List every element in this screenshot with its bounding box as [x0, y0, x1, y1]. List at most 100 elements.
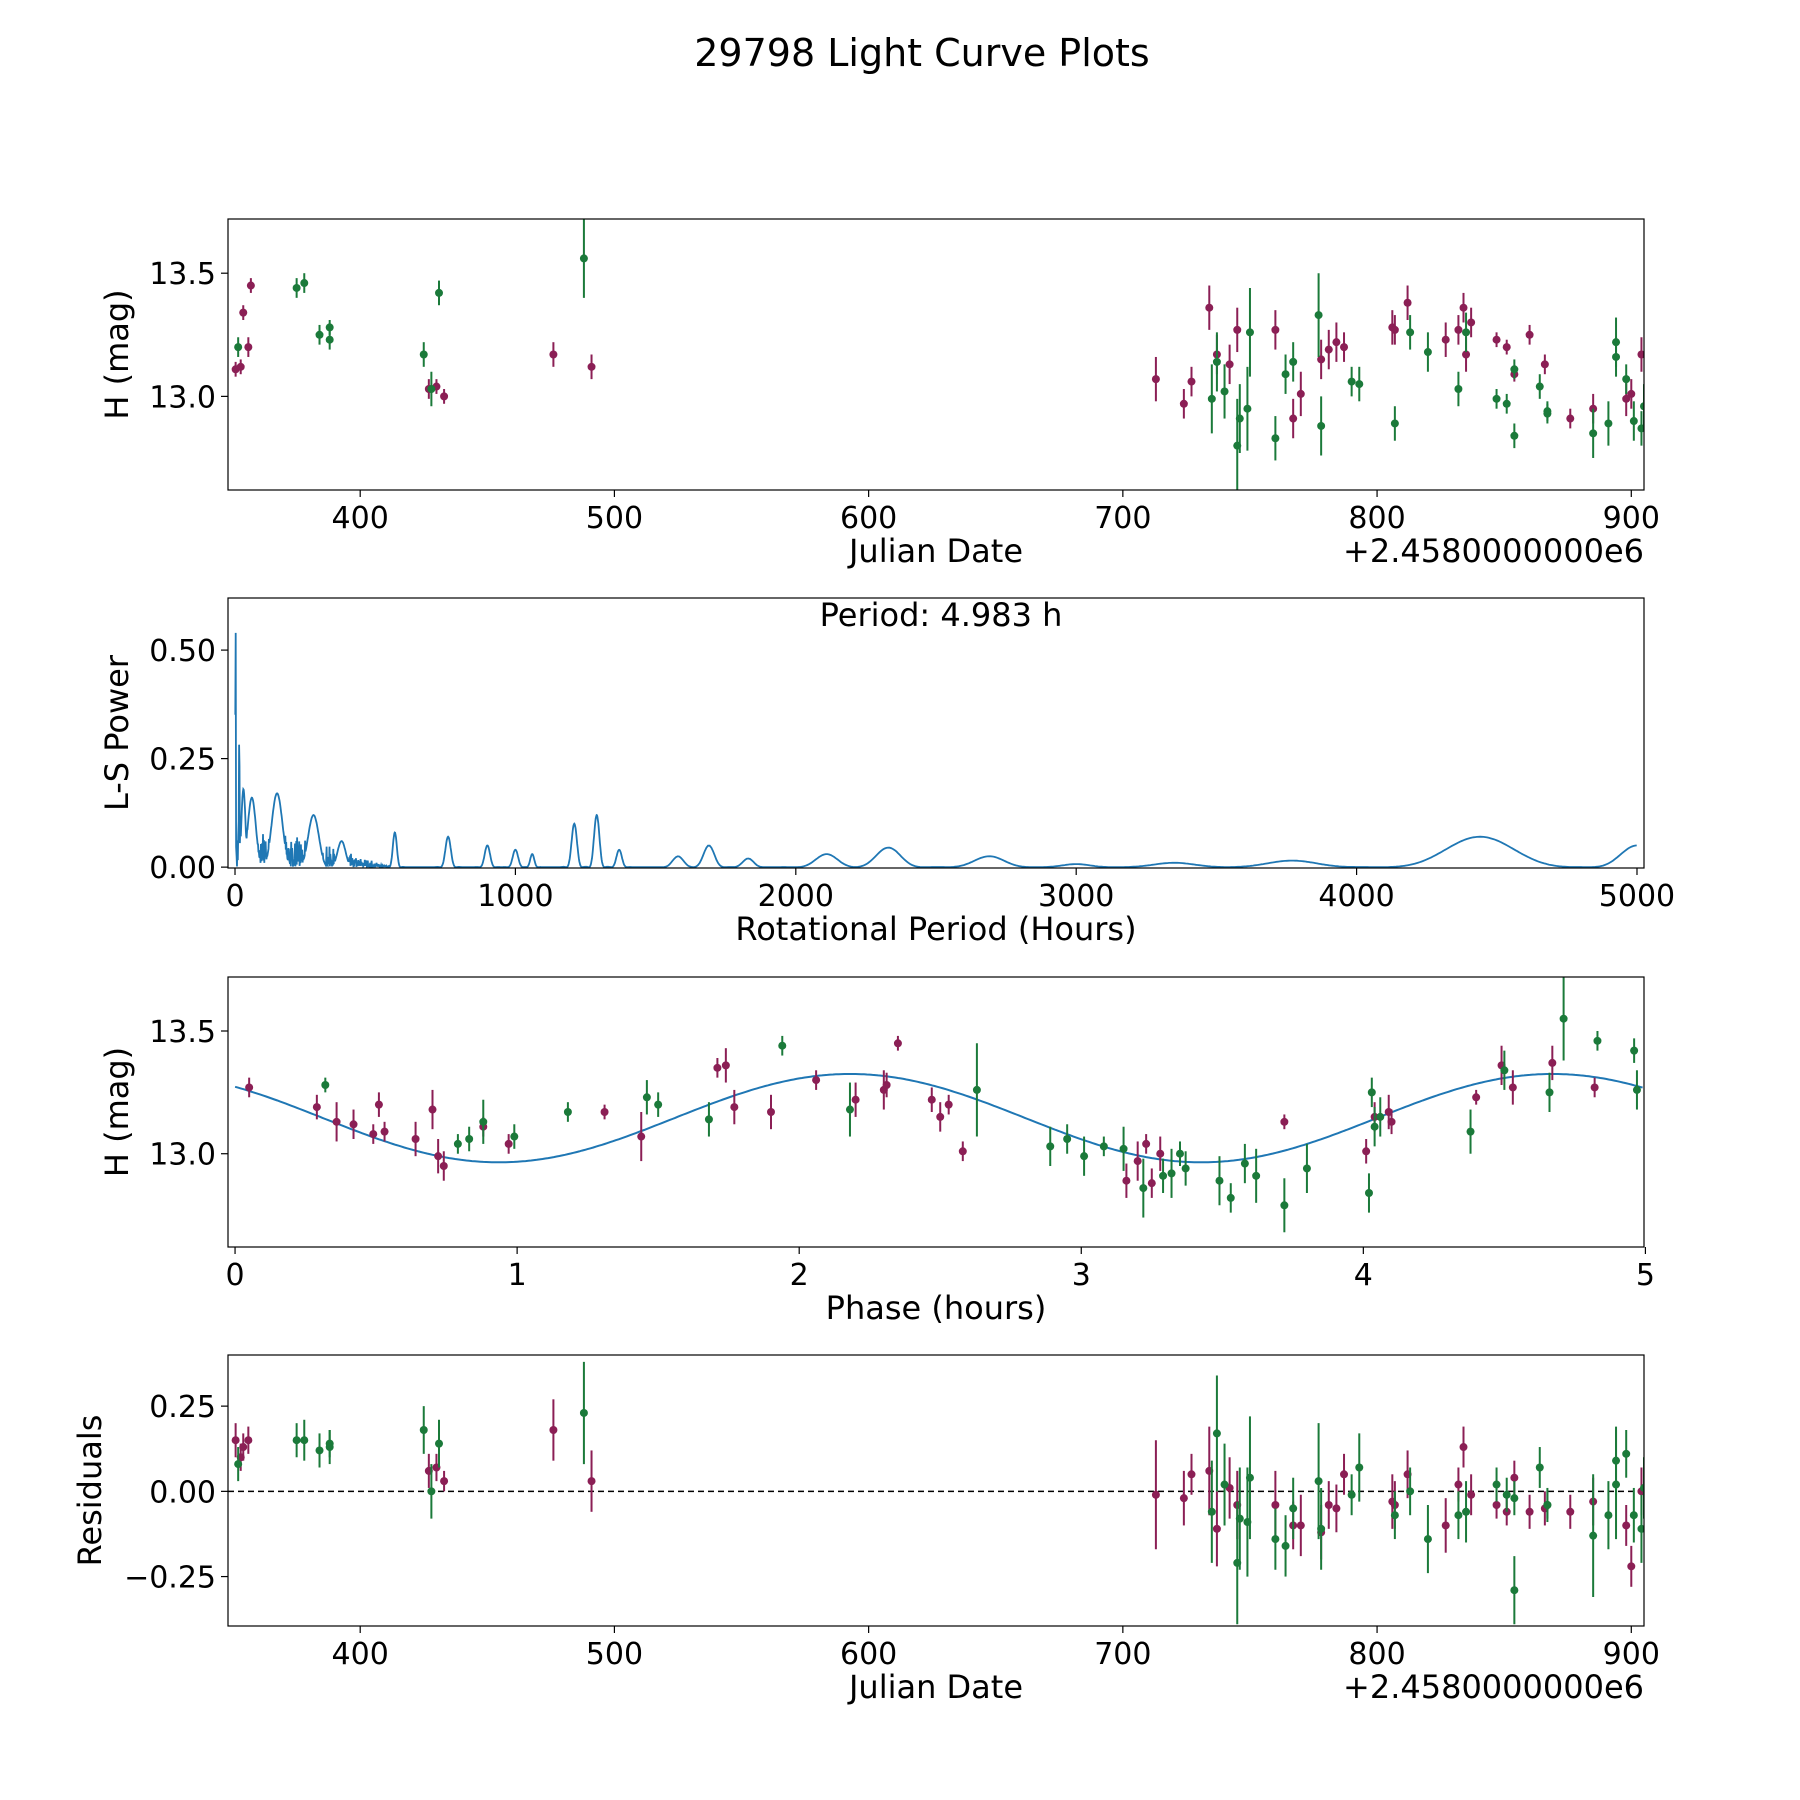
data-point — [1390, 1511, 1399, 1520]
data-point — [1252, 1171, 1261, 1180]
data-point — [1296, 389, 1305, 398]
data-point — [1589, 1531, 1598, 1540]
y-tick-label: 0.00 — [149, 1475, 216, 1510]
data-point — [1441, 1521, 1450, 1530]
data-point — [1317, 421, 1326, 430]
data-point — [1289, 357, 1298, 366]
data-point — [1156, 1149, 1165, 1158]
y-tick-label: 13.5 — [149, 257, 216, 292]
lightcurve-plot-area — [231, 219, 1644, 490]
data-point — [1502, 343, 1511, 352]
data-point — [587, 1477, 596, 1486]
data-point — [465, 1135, 474, 1143]
data-point — [315, 330, 324, 339]
data-point — [1271, 1535, 1280, 1544]
data-point — [1139, 1184, 1148, 1193]
data-point — [236, 362, 245, 371]
data-point — [1500, 1066, 1509, 1075]
data-point — [1403, 298, 1412, 307]
data-point — [1340, 343, 1349, 352]
x-tick-label: 4000 — [1318, 879, 1394, 914]
data-point — [1492, 1480, 1501, 1489]
data-point — [563, 1108, 572, 1116]
data-point — [1187, 1470, 1196, 1479]
data-point — [428, 1105, 437, 1114]
data-point — [1281, 370, 1290, 379]
x-tick-label: 0 — [226, 1258, 245, 1293]
x-tick-label: 800 — [1348, 501, 1405, 536]
residuals-panel: 400 500 600 700 800 900 −0.25 0.00 0.25 Julian Da… — [71, 1354, 1660, 1706]
data-point — [1220, 387, 1229, 396]
data-point — [1317, 1524, 1326, 1533]
data-point — [1589, 429, 1598, 438]
data-point — [1472, 1093, 1481, 1102]
data-point — [1289, 414, 1298, 423]
data-point — [1637, 350, 1644, 359]
data-point — [1225, 360, 1234, 369]
data-point — [1454, 1511, 1463, 1520]
data-point — [349, 1120, 358, 1129]
data-point — [1099, 1142, 1108, 1151]
model-curve — [234, 1073, 1643, 1164]
data-point — [1406, 1487, 1415, 1496]
data-point — [1535, 382, 1544, 391]
x-tick-label: 3000 — [1038, 879, 1114, 914]
data-point — [1612, 1480, 1621, 1489]
data-point — [1627, 1562, 1636, 1571]
data-point — [234, 1460, 243, 1469]
data-point — [1376, 1112, 1385, 1121]
data-point — [419, 1425, 428, 1434]
x-tick-label: 5000 — [1599, 879, 1675, 914]
x-tick-label: 900 — [1603, 501, 1660, 536]
data-point — [292, 283, 301, 292]
data-point — [246, 281, 255, 290]
data-point — [244, 1436, 253, 1445]
data-point — [1167, 1169, 1176, 1178]
data-point — [1233, 325, 1242, 334]
data-point — [1462, 350, 1471, 359]
data-point — [1332, 1504, 1341, 1513]
data-point — [1454, 325, 1463, 334]
series-purple — [231, 1399, 1644, 1587]
data-point — [1622, 375, 1631, 384]
x-tick-label: 700 — [1094, 501, 1151, 536]
data-point — [1245, 1473, 1254, 1482]
data-point — [369, 1130, 378, 1139]
x-axis-label: Phase (hours) — [826, 1289, 1047, 1327]
data-point — [1314, 311, 1323, 320]
data-point — [1510, 431, 1519, 440]
data-point — [654, 1100, 663, 1109]
periodogram-plot-area — [234, 632, 1637, 868]
y-tick-label: 13.0 — [149, 380, 216, 415]
data-point — [549, 1425, 558, 1434]
residuals-frame — [227, 1354, 1645, 1627]
phased-frame — [227, 976, 1645, 1248]
x-axis-label: Julian Date — [847, 1668, 1023, 1706]
data-point — [1207, 394, 1216, 403]
data-point — [1063, 1135, 1072, 1143]
data-point — [427, 1487, 436, 1496]
data-point — [1632, 1085, 1641, 1094]
data-point — [300, 279, 309, 288]
data-point — [1179, 399, 1188, 408]
data-point — [380, 1127, 389, 1136]
data-point — [579, 254, 588, 263]
data-point — [1347, 1490, 1356, 1499]
data-point — [587, 362, 596, 371]
data-point — [325, 1439, 334, 1448]
ls-power-line — [234, 632, 1637, 868]
data-point — [642, 1093, 651, 1102]
series-green — [321, 977, 1641, 1233]
data-point — [1175, 1149, 1184, 1158]
data-point — [1362, 1147, 1371, 1156]
data-point — [312, 1103, 321, 1112]
data-point — [1637, 1524, 1644, 1533]
data-point — [1462, 328, 1471, 337]
data-point — [1467, 318, 1476, 327]
data-point — [1367, 1088, 1376, 1097]
data-point — [893, 1039, 902, 1048]
data-point — [1364, 1189, 1373, 1197]
data-point — [721, 1061, 730, 1070]
data-point — [1355, 380, 1364, 389]
data-point — [1133, 1157, 1142, 1166]
